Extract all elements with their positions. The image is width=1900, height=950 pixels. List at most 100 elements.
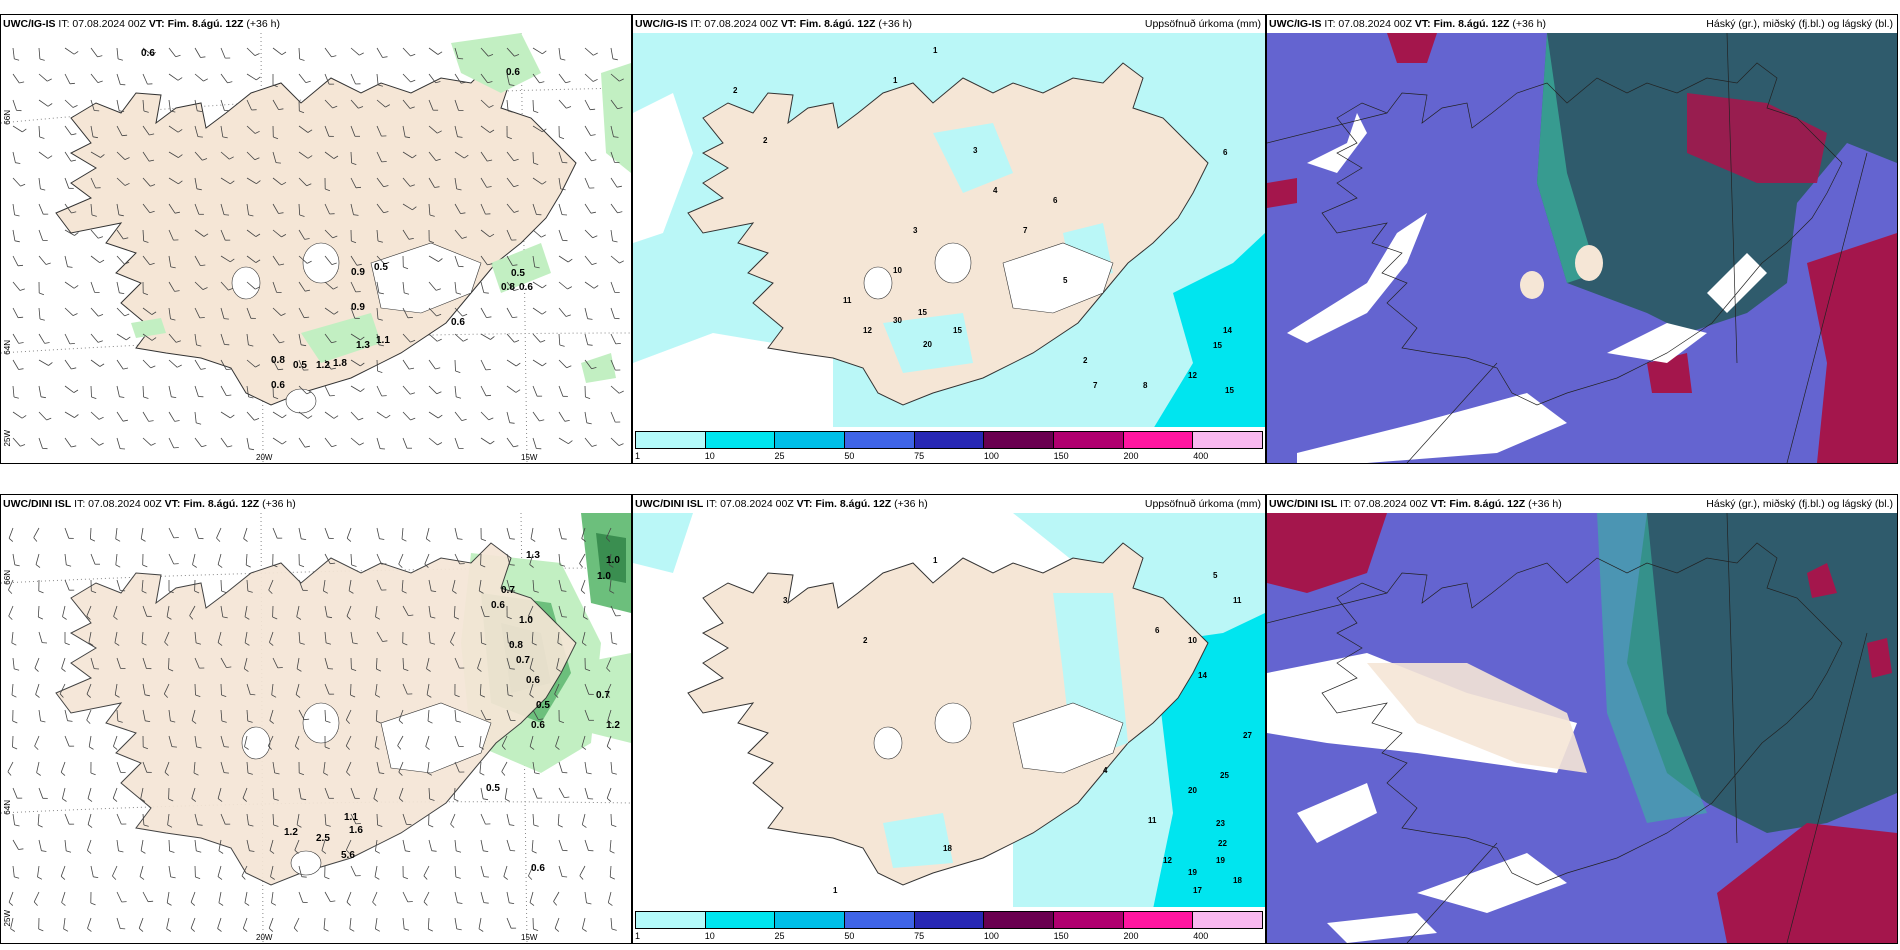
wind-barb-feather [222, 616, 228, 619]
wind-barb-feather [435, 81, 441, 84]
wind-barb [64, 281, 75, 289]
iceland-outline [1321, 62, 1843, 406]
panel-header: UWC/DINI ISL IT: 07.08.2024 00Z VT: Fim.… [633, 495, 1265, 513]
wind-barb-feather [410, 392, 416, 395]
wind-barb-feather [429, 240, 435, 244]
wind-barb [376, 631, 383, 642]
wind-barb [424, 553, 430, 565]
wind-barb-feather [171, 746, 177, 748]
legend-swatch [845, 432, 915, 448]
wind-barb [293, 917, 300, 929]
wind-barb [324, 437, 333, 447]
wind-barb [90, 255, 100, 264]
wind-barb-feather [14, 58, 20, 61]
wind-barb [194, 125, 199, 137]
wind-barb [376, 125, 382, 137]
wind-barb-feather [346, 771, 351, 776]
wind-barb-feather [299, 642, 305, 645]
wind-barb-feather [305, 289, 311, 292]
panel-header: UWC/DINI ISL IT: 07.08.2024 00Z VT: Fim.… [1267, 495, 1897, 513]
wind-barb [506, 177, 515, 187]
value-label: 1.3 [526, 550, 540, 561]
wind-barb [194, 307, 201, 319]
wind-barb [12, 307, 19, 318]
wind-barb-feather [200, 368, 206, 370]
wind-barb [324, 333, 332, 344]
wind-barb [272, 177, 282, 186]
wind-barb-feather [268, 589, 273, 594]
wind-barb-feather [255, 233, 261, 237]
wind-barb-feather [255, 286, 260, 290]
wind-barb-feather [196, 746, 202, 749]
wind-barb-feather [457, 538, 463, 540]
wind-barb-feather [324, 876, 330, 880]
wind-barb-feather [452, 590, 457, 594]
wind-barb-feather [60, 771, 66, 776]
value-label: 18 [1233, 876, 1242, 885]
wind-barb-feather [39, 58, 45, 61]
wind-barb [190, 917, 196, 929]
wind-barb [581, 631, 586, 643]
wind-barb [168, 73, 179, 81]
wind-barb-feather [359, 442, 364, 446]
wind-barb [8, 605, 14, 617]
wind-barb [479, 683, 482, 696]
wind-barb-feather [613, 136, 619, 138]
wind-barb-feather [376, 720, 382, 724]
wind-barb-feather [227, 445, 233, 448]
wind-barb-feather [401, 538, 407, 542]
wind-barb-feather [501, 771, 506, 776]
wind-barb [609, 579, 612, 591]
wind-barb-feather [73, 389, 79, 393]
wind-barb-feather [256, 76, 261, 81]
value-label: 1 [893, 76, 898, 85]
wind-barb [480, 281, 485, 293]
legend-colorbar [635, 911, 1263, 929]
wind-barb [271, 683, 274, 695]
wind-barb-feather [565, 314, 571, 317]
wind-barb [610, 437, 620, 446]
wind-barb-feather [358, 417, 364, 421]
legend-tick-label: 25 [774, 451, 785, 461]
wind-barb [37, 605, 40, 618]
wind-barb-feather [151, 311, 157, 315]
wind-barb [38, 47, 41, 60]
wind-barb-feather [270, 876, 275, 880]
wind-barb [220, 385, 227, 396]
wind-barb-feather [299, 564, 305, 568]
wind-barb [140, 527, 144, 539]
legend-swatch [1054, 912, 1124, 928]
wind-barb [350, 813, 357, 825]
wind-barb-feather [196, 850, 202, 853]
value-label: 23 [1216, 819, 1225, 828]
wind-barb-feather [346, 538, 352, 542]
wind-barb [452, 579, 456, 591]
wind-barb [506, 411, 511, 423]
wind-barb [428, 73, 436, 84]
value-label: 19 [1188, 868, 1197, 877]
wind-barb-feather [40, 720, 46, 723]
legend-tick-label: 75 [914, 931, 925, 941]
wind-barb-feather [91, 214, 97, 217]
value-label: 7 [1023, 226, 1028, 235]
wind-barb-feather [437, 442, 443, 446]
legend-tick-label: 200 [1123, 931, 1139, 941]
wind-barb [402, 683, 408, 695]
wind-barb [529, 735, 534, 747]
wind-barb-feather [617, 211, 623, 214]
wind-barb [90, 657, 95, 669]
wind-barb [142, 203, 151, 213]
wind-barb [324, 527, 330, 539]
wind-barb [86, 683, 92, 695]
wind-barb-feather [398, 563, 403, 568]
lon-label-15w: 15W [521, 453, 538, 462]
wind-barb [480, 891, 485, 903]
wind-barb [428, 787, 431, 800]
wind-barb [220, 99, 225, 111]
wind-barb-feather [222, 136, 228, 139]
wind-barb [532, 579, 535, 592]
wind-barb [35, 683, 40, 695]
wind-barb [168, 359, 178, 368]
wind-barb-feather [478, 928, 484, 932]
wind-barb-feather [177, 129, 183, 133]
